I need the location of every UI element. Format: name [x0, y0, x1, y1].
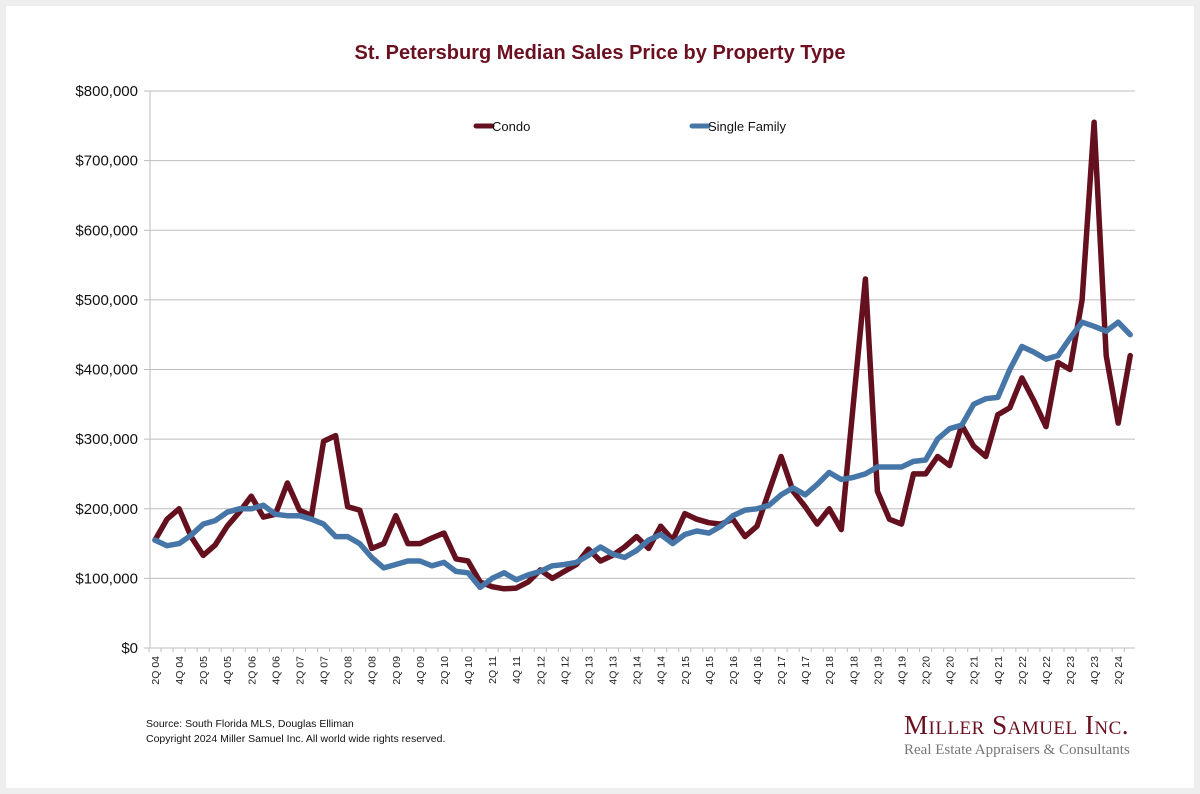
y-tick-label: $600,000	[75, 222, 138, 239]
x-tick-label: 4Q 04	[174, 656, 186, 685]
brand-logo: Miller Samuel Inc. Real Estate Appraiser…	[904, 710, 1130, 760]
x-tick-label: 2Q 22	[1017, 656, 1029, 685]
x-tick-label: 4Q 07	[319, 656, 331, 685]
y-tick-label: $800,000	[75, 83, 138, 100]
x-tick-label: 4Q 11	[511, 656, 523, 684]
x-tick-label: 2Q 07	[294, 656, 306, 685]
x-tick-label: 2Q 20	[921, 656, 933, 685]
x-tick-label: 2Q 10	[439, 656, 451, 685]
x-tick-label: 2Q 23	[1065, 656, 1077, 685]
x-tick-label: 4Q 18	[848, 656, 860, 685]
x-tick-label: 2Q 18	[824, 656, 836, 685]
y-tick-label: $500,000	[75, 292, 138, 309]
legend-label: Condo	[492, 119, 530, 134]
x-tick-label: 4Q 10	[463, 656, 475, 685]
y-tick-label: $400,000	[75, 362, 138, 379]
x-tick-label: 2Q 15	[680, 656, 692, 685]
x-tick-label: 4Q 14	[656, 656, 668, 685]
x-tick-label: 4Q 19	[896, 656, 908, 685]
x-tick-label: 2Q 05	[198, 656, 210, 685]
x-tick-label: 4Q 05	[222, 656, 234, 685]
y-tick-label: $200,000	[75, 501, 138, 518]
x-tick-label: 2Q 14	[632, 656, 644, 685]
series-line-single-family	[152, 319, 1133, 591]
chart-title: St. Petersburg Median Sales Price by Pro…	[354, 42, 846, 64]
x-tick-label: 2Q 08	[343, 656, 355, 685]
x-tick-label: 4Q 08	[367, 656, 379, 685]
source-note: Source: South Florida MLS, Douglas Ellim…	[146, 718, 354, 730]
y-tick-label: $100,000	[75, 570, 138, 587]
x-tick-label: 2Q 17	[776, 656, 788, 685]
y-tick-label: $0	[121, 640, 138, 657]
x-tick-label: 4Q 15	[704, 656, 716, 685]
footer: Source: South Florida MLS, Douglas Ellim…	[146, 717, 445, 747]
gridlines	[144, 90, 1135, 649]
x-tick-label: 2Q 12	[535, 656, 547, 685]
legend-label: Single Family	[708, 119, 787, 134]
series-lines	[152, 119, 1133, 592]
y-tick-label: $700,000	[75, 153, 138, 170]
x-tick-label: 2Q 04	[150, 656, 162, 685]
x-tick-label: 4Q 17	[800, 656, 812, 685]
x-tick-label: 4Q 22	[1041, 656, 1053, 685]
copyright-note: Copyright 2024 Miller Samuel Inc. All wo…	[146, 733, 446, 745]
x-tick-label: 2Q 24	[1113, 656, 1125, 685]
x-tick-label: 2Q 13	[583, 656, 595, 685]
x-tick-label: 2Q 21	[969, 656, 981, 685]
y-tick-label: $300,000	[75, 431, 138, 448]
x-tick-label: 2Q 19	[872, 656, 884, 685]
x-tick-label: 4Q 20	[945, 656, 957, 685]
x-tick-label: 2Q 11	[487, 656, 499, 684]
x-tick-label: 4Q 21	[993, 656, 1005, 685]
x-tick-label: 2Q 16	[728, 656, 740, 685]
x-tick-label: 2Q 09	[391, 656, 403, 685]
x-tick-label: 4Q 23	[1089, 656, 1101, 685]
brand-name: Miller Samuel Inc.	[904, 710, 1130, 740]
x-tick-label: 4Q 09	[415, 656, 427, 685]
x-tick-label: 2Q 06	[246, 656, 258, 685]
x-tick-label: 4Q 12	[559, 656, 571, 685]
y-axis: $0 $100,000 $200,000 $300,000 $400,000 $500,0…	[75, 83, 151, 657]
legend: Condo Single Family	[473, 119, 787, 134]
brand-tagline: Real Estate Appraisers & Consultants	[904, 742, 1130, 758]
x-axis: 2Q 04 4Q 04 2Q 05 4Q 05 2Q 06 4Q 06 2Q 07 4Q 07…	[148, 648, 1125, 685]
x-tick-label: 4Q 13	[608, 656, 620, 685]
x-tick-label: 4Q 06	[270, 656, 282, 685]
x-tick-label: 4Q 16	[752, 656, 764, 685]
